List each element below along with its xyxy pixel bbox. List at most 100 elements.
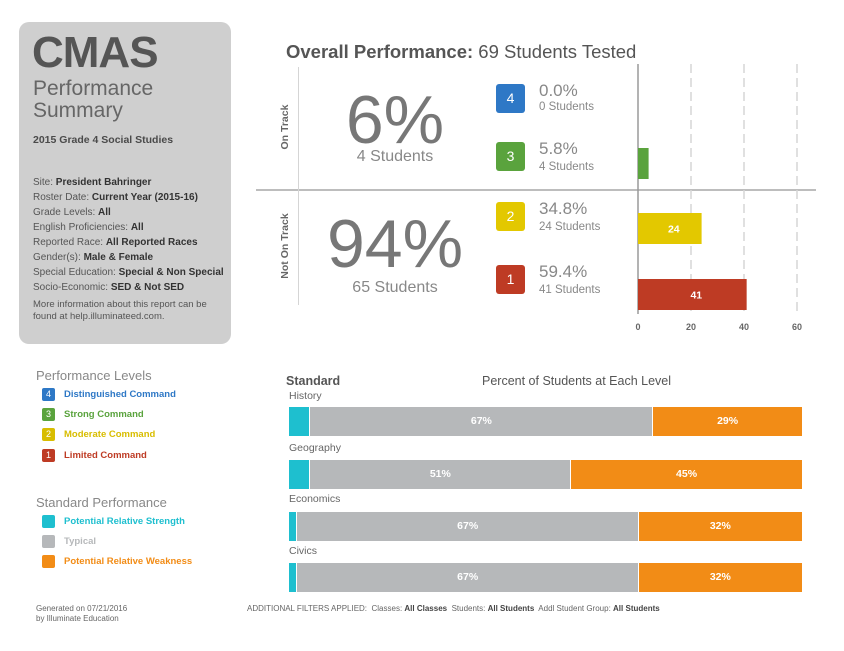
standard-bar-civics: 67% 32% (289, 563, 802, 592)
legend-level-3-label: Strong Command (64, 409, 144, 420)
on-track-percent: 6% (345, 82, 445, 158)
level-1-count: 41 Students (539, 284, 601, 296)
legend-level-2-swatch: 2 (42, 428, 55, 441)
cmas-title: CMAS (32, 28, 159, 77)
level-3-count: 4 Students (539, 161, 594, 173)
info-row-gender: Gender(s): Male & Female (33, 252, 154, 263)
year-grade: 2015 Grade 4 Social Studies (33, 134, 174, 146)
info-row-english: English Proficiencies: All (33, 222, 144, 233)
info-row-race: Reported Race: All Reported Races (33, 237, 198, 248)
standard-name-civics: Civics (289, 545, 317, 557)
overall-performance-title: Overall Performance: 69 Students Tested (286, 41, 636, 63)
level-2-percent: 34.8% (539, 199, 588, 218)
standard-heading: Standard (286, 374, 341, 388)
standard-segment-weakness (653, 407, 802, 436)
standard-segment-label: 45% (676, 468, 698, 480)
level-4-box: 4 (496, 84, 525, 113)
level-chart-tick-label: 0 (635, 322, 640, 332)
standard-segment-label: 67% (457, 520, 479, 532)
level-bar-3 (638, 148, 649, 179)
filters-group-value: All Students (613, 604, 660, 613)
filters-classes-label: Classes: (371, 604, 403, 613)
standard-name-economics: Economics (289, 493, 341, 505)
overall-title-bold: Overall Performance: (286, 41, 474, 62)
subtitle-line-2: Summary (33, 99, 123, 122)
level-3-box: 3 (496, 142, 525, 171)
not-on-track-label: Not On Track (279, 213, 291, 279)
standard-segment-typical (309, 460, 571, 489)
overall-title-rest: 69 Students Tested (478, 41, 637, 62)
standard-bar-geography: 51% 45% (289, 460, 802, 489)
standard-bar-economics: 67% 32% (289, 512, 802, 541)
level-chart-tick-label: 60 (792, 322, 802, 332)
standard-segment-label: 51% (429, 468, 451, 480)
standard-segment-weakness (638, 563, 802, 592)
not-on-track-count: 65 Students (352, 279, 438, 296)
standard-segment-weakness (638, 512, 802, 541)
level-4-percent: 0.0% (539, 81, 578, 100)
standard-performance-title: Standard Performance (36, 495, 167, 510)
standard-segment-strength (289, 512, 296, 541)
level-chart-tick-label: 40 (739, 322, 749, 332)
filters-students-value: All Students (487, 604, 535, 613)
standard-segment-label: 32% (709, 571, 731, 583)
legend-typical-label: Typical (64, 536, 97, 547)
legend-weakness-swatch (42, 555, 55, 568)
standard-bar-history: 67% 29% (289, 407, 802, 436)
level-2-box: 2 (496, 202, 525, 231)
standard-segment-label: 29% (717, 415, 739, 427)
info-row-socio-economic: Socio-Economic: SED & Not SED (33, 282, 185, 293)
standard-name-geography: Geography (289, 442, 341, 454)
legend-level-1-swatch: 1 (42, 449, 55, 462)
filters-classes-value: All Classes (404, 604, 448, 613)
not-on-track-percent: 94% (326, 206, 464, 282)
legend-level-1-label: Limited Command (64, 450, 147, 461)
level-chart-tick-label: 20 (686, 322, 696, 332)
additional-filters: ADDITIONAL FILTERS APPLIED: Classes: All… (247, 604, 660, 613)
report-subtitle: Performance Summary (33, 78, 153, 122)
legend-level-2-label: Moderate Command (64, 429, 156, 440)
level-bar-label-2: 24 (668, 224, 680, 236)
level-1-percent: 59.4% (539, 262, 588, 281)
legend-strength-swatch (42, 515, 55, 528)
level-bar-2 (638, 213, 702, 244)
more-info-text: More information about this report can b… (33, 299, 207, 322)
subtitle-line-1: Performance (33, 77, 154, 100)
info-row-special-ed: Special Education: Special & Non Special (33, 267, 224, 278)
standard-segment-strength (289, 460, 309, 489)
standard-segment-typical (309, 407, 653, 436)
level-bar-chart: 0 20 40 60 24 41 (635, 64, 802, 332)
standard-segment-strength (289, 563, 296, 592)
level-bar-label-1: 41 (690, 290, 702, 302)
info-row-site: Site: President Bahringer (33, 177, 152, 188)
legend-level-3-swatch: 3 (42, 408, 55, 421)
standard-subheading: Percent of Students at Each Level (482, 374, 672, 388)
standard-segment-strength (289, 407, 309, 436)
legend-weakness-label: Potential Relative Weakness (64, 556, 193, 567)
level-4-count: 0 Students (539, 101, 594, 113)
generated-line-1: Generated on 07/21/2016 (36, 604, 128, 613)
standard-segment-label: 32% (709, 520, 731, 532)
level-1-box: 1 (496, 265, 525, 294)
filters-group-label: Addl Student Group: (538, 604, 611, 613)
standard-segment-typical (296, 563, 638, 592)
standard-segment-label: 67% (457, 571, 479, 583)
generated-info: Generated on 07/21/2016 by Illuminate Ed… (36, 604, 127, 624)
level-bar-1 (638, 279, 747, 310)
on-track-label: On Track (279, 104, 291, 150)
level-2-count: 24 Students (539, 221, 601, 233)
legend-level-4-label: Distinguished Command (64, 389, 176, 400)
standard-name-history: History (289, 390, 322, 402)
generated-line-2: by Illuminate Education (36, 614, 119, 623)
info-card (19, 22, 231, 344)
on-track-count: 4 Students (356, 148, 434, 165)
horizontal-divider (256, 189, 816, 191)
standard-segment-weakness (571, 460, 802, 489)
info-row-grade-levels: Grade Levels: All (33, 207, 111, 218)
level-3-percent: 5.8% (539, 139, 578, 158)
legend-typical-swatch (42, 535, 55, 548)
info-row-roster-date: Roster Date: Current Year (2015-16) (33, 192, 198, 203)
legend-strength-label: Potential Relative Strength (64, 516, 185, 527)
standard-segment-label: 67% (470, 415, 492, 427)
legend-level-4-swatch: 4 (42, 388, 55, 401)
